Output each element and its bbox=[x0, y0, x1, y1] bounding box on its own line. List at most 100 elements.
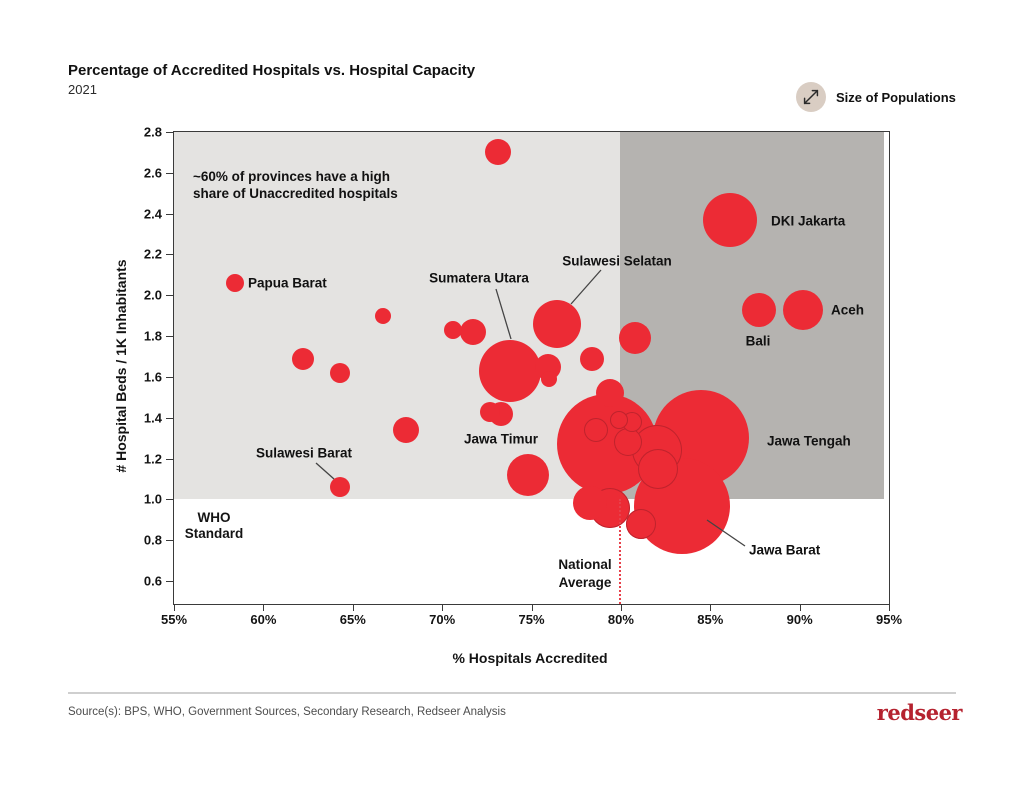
bubble-province bbox=[573, 486, 608, 521]
national-average-line-1: National bbox=[558, 557, 612, 572]
y-tick-mark bbox=[166, 132, 173, 133]
x-tick-mark bbox=[442, 604, 444, 611]
y-tick-mark bbox=[166, 417, 173, 419]
chart-title: Percentage of Accredited Hospitals vs. H… bbox=[68, 62, 476, 79]
chart-subtitle: 2021 bbox=[68, 82, 97, 97]
annotation-line-2: share of Unaccredited hospitals bbox=[193, 186, 398, 201]
label-sumatera-utara: Sumatera Utara bbox=[429, 270, 529, 286]
x-tick-label: 55% bbox=[160, 612, 188, 627]
who-standard-line-2: Standard bbox=[184, 526, 244, 541]
x-tick-label: 75% bbox=[518, 612, 545, 627]
x-tick-mark bbox=[710, 604, 712, 611]
bubble-province bbox=[638, 448, 679, 489]
bubble-province bbox=[480, 401, 501, 422]
y-tick-label: 1.2 bbox=[143, 451, 162, 467]
bubble-papua-barat bbox=[225, 274, 244, 293]
x-tick-label: 95% bbox=[875, 612, 903, 627]
x-tick-label: 70% bbox=[429, 612, 456, 627]
bubble-province bbox=[619, 322, 652, 355]
x-axis-title: % Hospitals Accredited bbox=[452, 650, 608, 666]
who-standard-label: WHO Standard bbox=[185, 510, 244, 542]
y-tick-label: 2.0 bbox=[143, 287, 162, 303]
x-tick-label: 85% bbox=[697, 612, 724, 627]
who-standard-line-1: WHO bbox=[197, 510, 231, 525]
bubble-province bbox=[610, 410, 629, 429]
label-jawa-barat: Jawa Barat bbox=[749, 542, 821, 558]
y-tick-mark bbox=[166, 254, 173, 256]
x-tick-label: 65% bbox=[339, 612, 366, 627]
bubble-province bbox=[580, 346, 605, 371]
y-tick-mark bbox=[166, 458, 173, 460]
x-tick-mark bbox=[531, 604, 533, 611]
y-tick-mark bbox=[166, 213, 173, 215]
y-tick-label: 2.2 bbox=[143, 246, 162, 262]
label-bali: Bali bbox=[745, 333, 771, 349]
legend-label: Size of Populations bbox=[836, 89, 956, 105]
y-tick-label: 1.0 bbox=[143, 491, 162, 507]
bubble-sumatera-utara bbox=[479, 339, 542, 402]
national-average-line-2: Average bbox=[558, 575, 612, 590]
x-tick-mark bbox=[174, 604, 175, 611]
bubble-province bbox=[291, 347, 314, 370]
y-tick-label: 1.6 bbox=[143, 369, 162, 385]
y-tick-label: 2.6 bbox=[143, 165, 162, 181]
callouts-layer: Papua Barat Sumatera Utara Sulawesi Selata… bbox=[174, 132, 889, 604]
bubble-province bbox=[443, 320, 462, 339]
y-tick-label: 1.4 bbox=[143, 410, 162, 426]
x-tick-mark bbox=[799, 604, 801, 611]
bubble-province bbox=[484, 139, 511, 166]
y-tick-label: 2.8 bbox=[143, 124, 162, 140]
y-tick-mark bbox=[166, 172, 173, 174]
plot-area: Papua Barat Sumatera Utara Sulawesi Selata… bbox=[144, 125, 902, 628]
y-tick-mark bbox=[166, 376, 173, 378]
y-tick-mark bbox=[166, 499, 173, 501]
x-tick-label: 80% bbox=[607, 612, 634, 627]
bubble-province bbox=[541, 370, 558, 387]
bubble-province bbox=[614, 428, 643, 457]
bubble-province bbox=[583, 417, 608, 442]
bubble-size-legend: Size of Populations bbox=[796, 82, 956, 112]
x-tick-mark bbox=[620, 604, 622, 611]
redseer-logo: redseer bbox=[876, 700, 963, 725]
chart-header: Percentage of Accredited Hospitals vs. H… bbox=[68, 62, 475, 97]
y-tick-mark bbox=[166, 540, 173, 542]
x-tick-mark bbox=[352, 604, 354, 611]
label-sulawesi-barat: Sulawesi Barat bbox=[255, 445, 353, 461]
bubble-sulawesi-selatan bbox=[532, 299, 581, 348]
annotation-text: ~60% of provinces have a high share of U… bbox=[193, 168, 398, 202]
y-tick-label: 0.8 bbox=[143, 532, 162, 548]
footer-divider bbox=[68, 692, 956, 694]
bubble-sulawesi-barat bbox=[330, 477, 351, 498]
x-tick-mark bbox=[263, 604, 265, 611]
bubble-province bbox=[459, 319, 486, 346]
source-text: Source(s): BPS, WHO, Government Sources,… bbox=[68, 706, 506, 718]
x-tick-mark bbox=[889, 604, 890, 611]
x-tick-label: 60% bbox=[250, 612, 277, 627]
y-tick-mark bbox=[166, 336, 173, 338]
bubble-province bbox=[596, 379, 625, 408]
y-tick-mark bbox=[166, 295, 173, 297]
bubble-dki-jakarta bbox=[702, 192, 757, 247]
bubble-province bbox=[330, 362, 351, 383]
bubble-province bbox=[625, 508, 656, 539]
label-papua-barat: Papua Barat bbox=[248, 275, 327, 291]
bubble-jawa-timur bbox=[506, 453, 549, 496]
label-aceh: Aceh bbox=[831, 302, 865, 318]
annotation-line-1: ~60% of provinces have a high bbox=[193, 169, 390, 184]
bubbles-layer bbox=[174, 132, 889, 604]
y-tick-label: 1.8 bbox=[143, 328, 162, 344]
x-tick-label: 90% bbox=[786, 612, 813, 627]
y-tick-label: 2.4 bbox=[143, 206, 162, 222]
label-dki-jakarta: DKI Jakarta bbox=[771, 213, 846, 229]
bubble-bali bbox=[741, 292, 776, 327]
bubble-aceh bbox=[783, 289, 824, 330]
national-average-label: National Average bbox=[558, 556, 611, 592]
label-sulawesi-selatan: Sulawesi Selatan bbox=[562, 253, 672, 269]
y-tick-label: 0.6 bbox=[143, 573, 162, 589]
bubble-province bbox=[393, 416, 420, 443]
bubble-size-arrow-icon bbox=[796, 82, 826, 112]
y-tick-mark bbox=[166, 581, 173, 583]
label-jawa-timur: Jawa Timur bbox=[463, 431, 539, 447]
label-jawa-tengah: Jawa Tengah bbox=[767, 433, 851, 449]
